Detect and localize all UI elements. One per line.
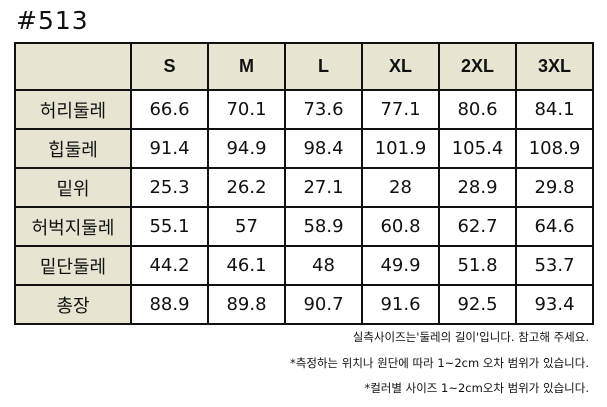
- header-cell: 2XL: [438, 42, 517, 91]
- value-cell: 26.2: [207, 167, 286, 208]
- value-cell: 46.1: [207, 245, 286, 286]
- row-label: 총장: [14, 284, 132, 325]
- value-cell: 28: [361, 167, 440, 208]
- header-row: S M L XL 2XL 3XL: [14, 42, 594, 91]
- value-cell: 88.9: [130, 284, 209, 325]
- value-cell: 91.4: [130, 128, 209, 169]
- note: *측정하는 위치나 원단에 따라 1~2cm 오차 범위가 있습니다.: [290, 356, 589, 370]
- value-cell: 64.6: [515, 206, 594, 247]
- value-cell: 94.9: [207, 128, 286, 169]
- table-row: 밑위 25.3 26.2 27.1 28 28.9 29.8: [14, 167, 594, 208]
- value-cell: 55.1: [130, 206, 209, 247]
- value-cell: 84.1: [515, 89, 594, 130]
- header-cell: XL: [361, 42, 440, 91]
- value-cell: 60.8: [361, 206, 440, 247]
- table-row: 총장 88.9 89.8 90.7 91.6 92.5 93.4: [14, 284, 594, 325]
- value-cell: 48: [284, 245, 363, 286]
- value-cell: 98.4: [284, 128, 363, 169]
- value-cell: 80.6: [438, 89, 517, 130]
- value-cell: 91.6: [361, 284, 440, 325]
- value-cell: 49.9: [361, 245, 440, 286]
- size-table: S M L XL 2XL 3XL 허리둘레 66.6 70.1 73.6 77.1 80.6 84.1…: [14, 42, 594, 325]
- value-cell: 93.4: [515, 284, 594, 325]
- value-cell: 25.3: [130, 167, 209, 208]
- value-cell: 27.1: [284, 167, 363, 208]
- row-label: 허벅지둘레: [14, 206, 132, 247]
- row-label: 밑위: [14, 167, 132, 208]
- value-cell: 73.6: [284, 89, 363, 130]
- header-cell: M: [207, 42, 286, 91]
- value-cell: 92.5: [438, 284, 517, 325]
- value-cell: 58.9: [284, 206, 363, 247]
- row-label: 밑단둘레: [14, 245, 132, 286]
- value-cell: 77.1: [361, 89, 440, 130]
- row-label: 허리둘레: [14, 89, 132, 130]
- note: *컬러별 사이즈 1~2cm오차 범위가 있습니다.: [364, 381, 589, 395]
- value-cell: 90.7: [284, 284, 363, 325]
- value-cell: 44.2: [130, 245, 209, 286]
- header-cell: L: [284, 42, 363, 91]
- value-cell: 53.7: [515, 245, 594, 286]
- value-cell: 51.8: [438, 245, 517, 286]
- note: 실측사이즈는'둘레의 길이'입니다. 참고해 주세요.: [352, 330, 589, 344]
- value-cell: 29.8: [515, 167, 594, 208]
- header-cell: S: [130, 42, 209, 91]
- header-cell: 3XL: [515, 42, 594, 91]
- value-cell: 57: [207, 206, 286, 247]
- value-cell: 62.7: [438, 206, 517, 247]
- title: #513: [16, 6, 89, 35]
- table-row: 밑단둘레 44.2 46.1 48 49.9 51.8 53.7: [14, 245, 594, 286]
- value-cell: 66.6: [130, 89, 209, 130]
- value-cell: 28.9: [438, 167, 517, 208]
- row-label: 힙둘레: [14, 128, 132, 169]
- corner-cell: [14, 42, 132, 91]
- table-row: 힙둘레 91.4 94.9 98.4 101.9 105.4 108.9: [14, 128, 594, 169]
- value-cell: 108.9: [515, 128, 594, 169]
- value-cell: 105.4: [438, 128, 517, 169]
- value-cell: 70.1: [207, 89, 286, 130]
- table-row: 허벅지둘레 55.1 57 58.9 60.8 62.7 64.6: [14, 206, 594, 247]
- table-row: 허리둘레 66.6 70.1 73.6 77.1 80.6 84.1: [14, 89, 594, 130]
- value-cell: 89.8: [207, 284, 286, 325]
- value-cell: 101.9: [361, 128, 440, 169]
- table-body: 허리둘레 66.6 70.1 73.6 77.1 80.6 84.1 힙둘레 91.4 94.9 9…: [14, 89, 594, 325]
